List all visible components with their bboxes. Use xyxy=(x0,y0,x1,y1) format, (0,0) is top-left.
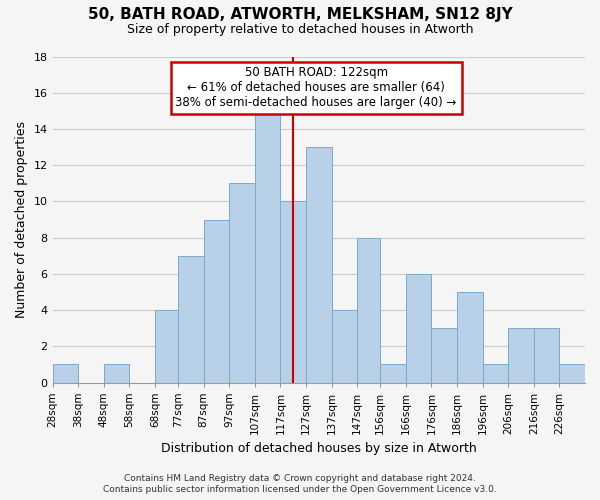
Bar xyxy=(229,184,255,382)
Text: Contains HM Land Registry data © Crown copyright and database right 2024.
Contai: Contains HM Land Registry data © Crown c… xyxy=(103,474,497,494)
Bar xyxy=(203,220,229,382)
Bar xyxy=(559,364,585,382)
Bar xyxy=(431,328,457,382)
Bar xyxy=(155,310,178,382)
Bar xyxy=(306,147,332,382)
Bar xyxy=(482,364,508,382)
Bar xyxy=(357,238,380,382)
Bar xyxy=(508,328,534,382)
Y-axis label: Number of detached properties: Number of detached properties xyxy=(15,121,28,318)
Bar xyxy=(178,256,203,382)
Bar xyxy=(380,364,406,382)
Bar xyxy=(280,202,306,382)
Bar xyxy=(534,328,559,382)
X-axis label: Distribution of detached houses by size in Atworth: Distribution of detached houses by size … xyxy=(161,442,476,455)
Text: 50, BATH ROAD, ATWORTH, MELKSHAM, SN12 8JY: 50, BATH ROAD, ATWORTH, MELKSHAM, SN12 8… xyxy=(88,8,512,22)
Bar xyxy=(53,364,78,382)
Text: 50 BATH ROAD: 122sqm
← 61% of detached houses are smaller (64)
38% of semi-detac: 50 BATH ROAD: 122sqm ← 61% of detached h… xyxy=(175,66,457,110)
Bar xyxy=(255,111,280,382)
Bar xyxy=(332,310,357,382)
Bar xyxy=(104,364,130,382)
Bar xyxy=(457,292,482,382)
Bar xyxy=(406,274,431,382)
Text: Size of property relative to detached houses in Atworth: Size of property relative to detached ho… xyxy=(127,22,473,36)
